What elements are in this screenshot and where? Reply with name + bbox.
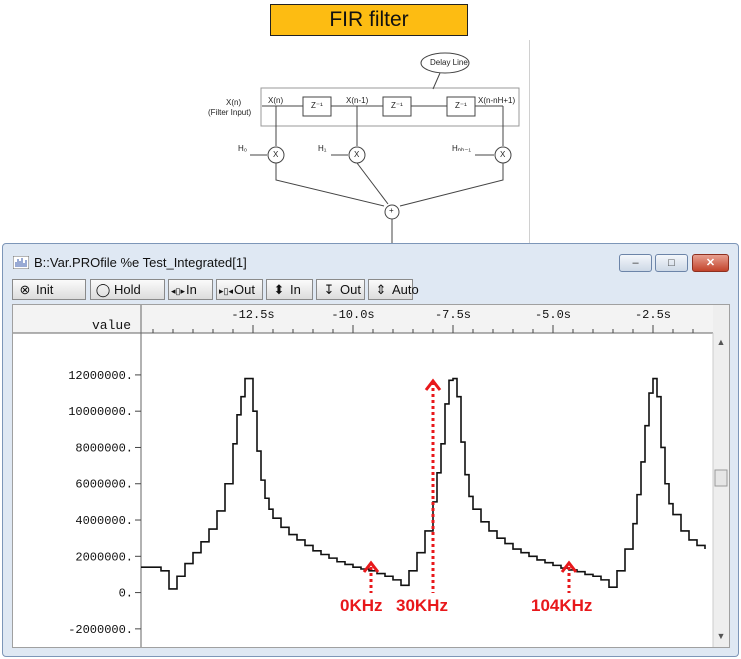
auto-scale-label: Auto bbox=[392, 282, 419, 297]
summer: + bbox=[389, 206, 394, 215]
y-axis-label: value bbox=[92, 318, 131, 333]
close-button[interactable]: ✕ bbox=[692, 254, 729, 272]
hold-button[interactable]: ◯ Hold bbox=[90, 279, 165, 300]
page-title: FIR filter bbox=[270, 4, 468, 36]
scroll-up-icon: ▲ bbox=[717, 337, 726, 347]
tap0-label: X(n) bbox=[268, 96, 284, 105]
y-tick-label: 10000000. bbox=[68, 405, 133, 419]
fir-block-diagram: Delay Line X(n) (Filter Input) X(n) X(n-… bbox=[0, 40, 741, 245]
profile-series-line bbox=[141, 377, 706, 590]
annotation-104khz: 104KHz bbox=[531, 596, 593, 615]
zoom-in-horizontal-label: In bbox=[186, 282, 197, 297]
zoom-out-horizontal-label: Out bbox=[234, 282, 255, 297]
maximize-icon: □ bbox=[668, 257, 675, 269]
circle-icon: ◯ bbox=[95, 282, 111, 297]
zoom-out-vertical-button[interactable]: ↧ Out bbox=[316, 279, 365, 300]
x-tick-label: -7.5s bbox=[435, 308, 471, 322]
zoom-out-vertical-icon: ↧ bbox=[323, 282, 335, 297]
delay-line-label: Delay Line bbox=[430, 58, 468, 67]
init-label: Init bbox=[36, 282, 54, 297]
y-tick-label: 4000000. bbox=[75, 514, 133, 528]
axis-header bbox=[13, 305, 729, 333]
x-tick-label: -5.0s bbox=[535, 308, 571, 322]
x-tick-label: -2.5s bbox=[635, 308, 671, 322]
zoom-in-horizontal-button[interactable]: ◂▯▸In bbox=[168, 279, 213, 300]
y-tick-label: -2000000. bbox=[68, 623, 133, 637]
zoom-out-horizontal-icon: ▸▯◂ bbox=[219, 286, 233, 296]
auto-scale-button[interactable]: ⇕ Auto bbox=[368, 279, 419, 300]
delay-block-3: Z⁻¹ bbox=[455, 101, 467, 110]
input-sublabel: (Filter Input) bbox=[208, 108, 252, 117]
x-tick-label: -10.0s bbox=[331, 308, 374, 322]
y-tick-label: 0. bbox=[119, 587, 133, 601]
annotation-0khz: 0KHz bbox=[340, 596, 383, 615]
y-tick-label: 8000000. bbox=[75, 441, 133, 455]
minimize-icon: – bbox=[632, 257, 639, 269]
profile-chart: -12.5s -10.0s -7.5s -5.0s -2.5s value 12000000… bbox=[13, 305, 729, 647]
zoom-in-horizontal-icon: ◂▯▸ bbox=[171, 286, 185, 296]
annotation-30khz: 30KHz bbox=[396, 596, 448, 615]
close-icon: ✕ bbox=[705, 257, 716, 269]
multiplier-1: X bbox=[354, 150, 360, 159]
y-tick-label: 6000000. bbox=[75, 478, 133, 492]
init-button[interactable]: ⊗ Init bbox=[12, 279, 86, 300]
tap1-label: X(n-1) bbox=[346, 96, 369, 105]
coef-h1: H₁ bbox=[318, 144, 327, 153]
zoom-out-horizontal-button[interactable]: ▸▯◂Out bbox=[216, 279, 263, 300]
y-tick-label: 2000000. bbox=[75, 550, 133, 564]
multiplier-0: X bbox=[273, 150, 279, 159]
toolbar: ⊗ Init ◯ Hold ◂▯▸In ▸▯◂Out ⬍ In ↧ Out ⇕ Auto bbox=[12, 279, 732, 301]
zoom-in-vertical-button[interactable]: ⬍ In bbox=[266, 279, 313, 300]
delay-block-2: Z⁻¹ bbox=[391, 101, 403, 110]
minimize-button[interactable]: – bbox=[619, 254, 652, 272]
divider bbox=[529, 40, 530, 245]
diagram-lines bbox=[250, 52, 520, 245]
hold-label: Hold bbox=[114, 282, 141, 297]
profile-window: B::Var.PROfile %e Test_Integrated[1] – □… bbox=[2, 243, 739, 657]
coef-hN: Hₙₕ₋₁ bbox=[452, 144, 472, 153]
auto-scale-icon: ⇕ bbox=[375, 282, 387, 297]
zoom-in-vertical-icon: ⬍ bbox=[273, 282, 285, 297]
delay-block-1: Z⁻¹ bbox=[311, 101, 323, 110]
zoom-out-vertical-label: Out bbox=[340, 282, 361, 297]
title-bar[interactable]: B::Var.PROfile %e Test_Integrated[1] – □… bbox=[3, 244, 738, 276]
y-tick-label: 12000000. bbox=[68, 369, 133, 383]
maximize-button[interactable]: □ bbox=[655, 254, 688, 272]
scroll-down-icon: ▼ bbox=[717, 631, 726, 641]
x-tick-label: -12.5s bbox=[231, 308, 274, 322]
zoom-in-vertical-label: In bbox=[290, 282, 301, 297]
input-label: X(n) bbox=[226, 98, 242, 107]
multiplier-n: X bbox=[500, 150, 506, 159]
vertical-scroll-thumb bbox=[714, 469, 728, 487]
window-title: B::Var.PROfile %e Test_Integrated[1] bbox=[34, 255, 247, 270]
tapN-label: X(n-nH+1) bbox=[478, 96, 516, 105]
chart-app-icon bbox=[13, 256, 29, 269]
coef-h0: H₀ bbox=[238, 144, 248, 153]
circle-x-icon: ⊗ bbox=[19, 282, 31, 297]
